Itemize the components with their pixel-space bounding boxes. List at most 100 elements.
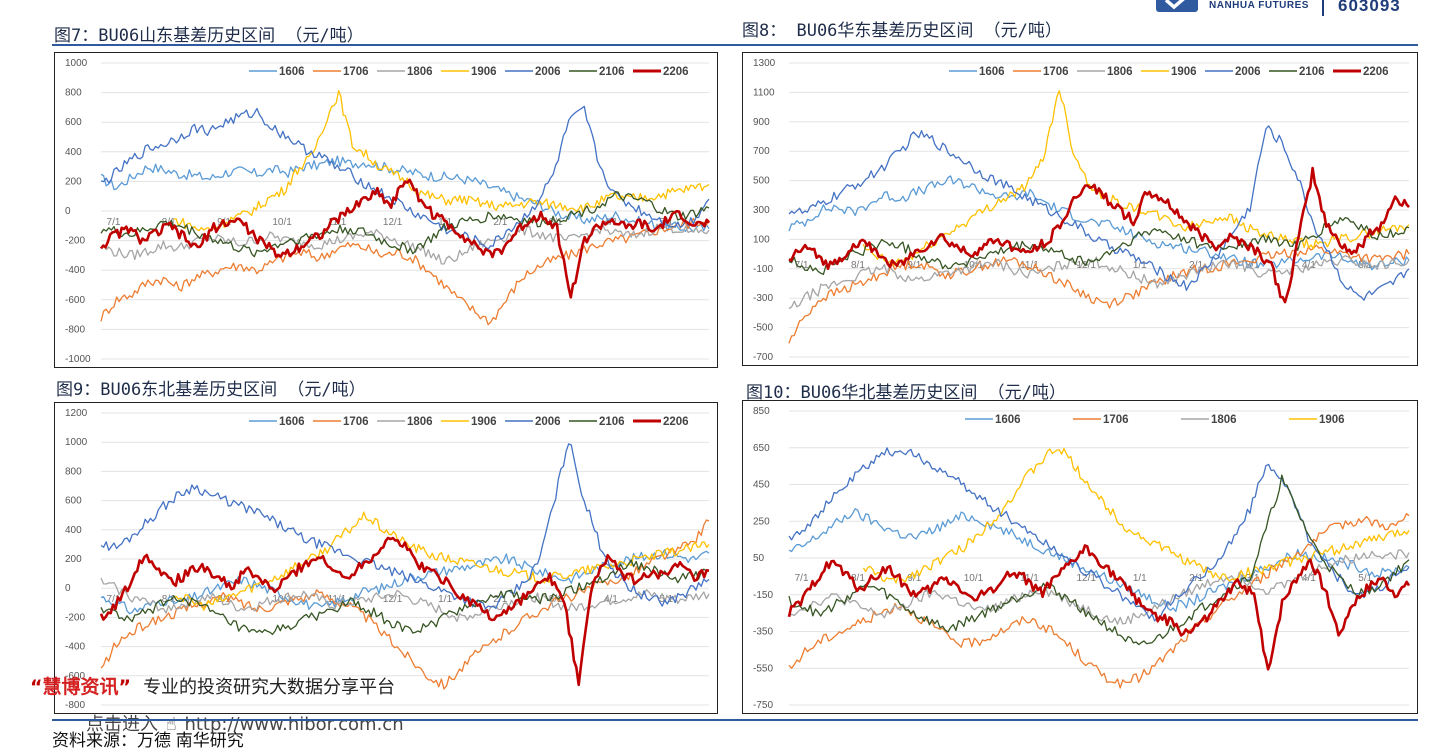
x-tick-label: 12/1: [1076, 573, 1096, 584]
y-tick-label: -400: [65, 642, 85, 653]
legend-label-1906: 1906: [1319, 414, 1345, 426]
legend-label-1706: 1706: [1043, 66, 1069, 78]
legend-label-2006: 2006: [535, 66, 561, 78]
chart-svg-8: 13001100900700500300100-100-300-500-7007…: [753, 58, 1410, 363]
series-line-2106: [100, 559, 710, 636]
series-line-2106: [788, 474, 1410, 646]
x-tick-label: 7/1: [107, 594, 121, 605]
watermark-brand: 慧博资讯: [42, 676, 119, 698]
x-tick-label: 12/1: [383, 217, 403, 228]
source-note: 资料来源：万德 南华研究: [52, 731, 244, 750]
y-tick-label: 800: [65, 466, 82, 477]
y-tick-label: 250: [753, 516, 770, 527]
x-tick-label: 3/1: [1246, 260, 1260, 271]
x-tick-label: 7/1: [795, 573, 809, 584]
x-tick-label: 4/1: [1302, 573, 1316, 584]
legend-label-1906: 1906: [471, 416, 497, 428]
y-tick-label: 1100: [753, 87, 775, 98]
x-tick-label: 1/1: [1133, 573, 1147, 584]
watermark-slogan: 专业的投资研究大数据分享平台: [143, 677, 396, 698]
brand-name: NANHUA FUTURES: [1209, 0, 1309, 11]
series-line-2206: [99, 178, 711, 299]
series-line-1606: [788, 508, 1410, 613]
legend-label-1806: 1806: [1211, 414, 1237, 426]
series-line-2206: [787, 544, 1411, 671]
x-tick-label: 2/1: [1189, 573, 1203, 584]
legend-label-1906: 1906: [1171, 66, 1197, 78]
x-tick-label: 1/1: [438, 594, 452, 605]
figure-caption-7: 图7：BU06山东基差历史区间 （元/吨）: [54, 26, 364, 46]
y-tick-label: 100: [753, 234, 770, 245]
y-tick-label: 500: [753, 176, 770, 187]
legend-label-1706: 1706: [343, 416, 369, 428]
series-line-1906: [862, 90, 1410, 266]
legend-label-1806: 1806: [407, 66, 433, 78]
series-line-2106: [788, 216, 1410, 276]
legend-label-1806: 1806: [407, 416, 433, 428]
chart-svg-7: 1000 800 600 400 200 0 -200 -400 -600 -800 -1000 7/…: [65, 58, 711, 365]
nanhua-logo-icon: [1156, 0, 1198, 12]
y-tick-label: -100: [753, 264, 773, 275]
y-tick-label: 0: [65, 583, 71, 594]
x-tick-label: 12/1: [383, 594, 403, 605]
chart-huabei-basis: 850 650 450 250 50 -150 -350 -550 -750 7/1 8/1 9/1 1…: [742, 400, 1418, 714]
x-tick-label: 1/1: [438, 217, 452, 228]
hand-cursor-icon: ☝: [165, 714, 177, 735]
legend-label-1606: 1606: [279, 66, 305, 78]
x-tick-label: 4/1: [604, 594, 618, 605]
header-divider: [1322, 0, 1324, 16]
series-line-1606: [788, 175, 1410, 271]
y-tick-label: 1000: [65, 437, 88, 448]
y-tick-label: 1300: [753, 58, 776, 69]
legend-label-2106: 2106: [1299, 66, 1325, 78]
series-line-2006: [100, 105, 710, 250]
legend-label-2106: 2106: [599, 416, 625, 428]
x-tick-label: 8/1: [851, 260, 865, 271]
legend-label-1706: 1706: [1103, 414, 1129, 426]
y-tick-label: -300: [753, 293, 773, 304]
y-tick-label: 450: [753, 480, 770, 491]
x-tick-label: 10/1: [964, 260, 984, 271]
series-line-2006: [100, 443, 710, 610]
series-line-1806: [788, 255, 1410, 310]
legend-label-1606: 1606: [995, 414, 1021, 426]
stock-code: 603093: [1338, 0, 1401, 15]
x-tick-label: 4/1: [1302, 260, 1316, 271]
y-tick-label: 200: [65, 176, 82, 187]
brand-logo: [1152, 0, 1202, 16]
x-tick-label: 4/1: [604, 217, 618, 228]
y-tick-label: -800: [65, 700, 85, 711]
x-tick-label: 5/1: [1358, 573, 1372, 584]
y-tick-label: 200: [65, 554, 82, 565]
y-tick-label: -750: [753, 700, 773, 711]
legend-label-1706: 1706: [343, 66, 369, 78]
y-tick-label: -350: [753, 627, 773, 638]
x-tick-label: 3/1: [1246, 573, 1260, 584]
y-tick-label: 50: [753, 553, 765, 564]
y-tick-label: -200: [65, 236, 85, 247]
chart-dongbei-basis: 1200 1000 800 600 400 200 0 -200 -400 -600 -800 7/1…: [54, 402, 718, 714]
y-tick-label: -600: [65, 671, 85, 682]
series-line-1906: [173, 89, 710, 232]
x-tick-label: 2/1: [493, 217, 507, 228]
legend-label-1606: 1606: [279, 416, 305, 428]
y-tick-label: 900: [753, 117, 770, 128]
chart-shandong-basis: 1000 800 600 400 200 0 -200 -400 -600 -800 -1000 7/…: [54, 52, 718, 368]
figure-caption-10: 图10：BU06华北基差历史区间 （元/吨）: [746, 383, 1066, 403]
chart-svg-9: 1200 1000 800 600 400 200 0 -200 -400 -600 -800 7/1…: [65, 408, 710, 711]
chart-huadong-basis: 1300 1100 900 700 500 300 100 -100 -300 -500 -700 7…: [742, 52, 1418, 366]
x-tick-label: 11/1: [1020, 260, 1039, 271]
y-tick-label: 700: [753, 146, 770, 157]
footer-rule: [52, 719, 1418, 721]
legend-label-2006: 2006: [1235, 66, 1261, 78]
series-line-2106: [100, 191, 710, 258]
x-tick-label: 2/1: [493, 594, 507, 605]
legend-label-2206: 2206: [663, 416, 689, 428]
watermark-quote-open: “: [30, 676, 43, 698]
legend-label-1906: 1906: [471, 66, 497, 78]
y-tick-label: 400: [65, 147, 82, 158]
y-tick-label: -400: [65, 265, 85, 276]
x-tick-label: 2/1: [1189, 260, 1203, 271]
legend-label-1606: 1606: [979, 66, 1005, 78]
y-tick-label: 600: [65, 117, 82, 128]
